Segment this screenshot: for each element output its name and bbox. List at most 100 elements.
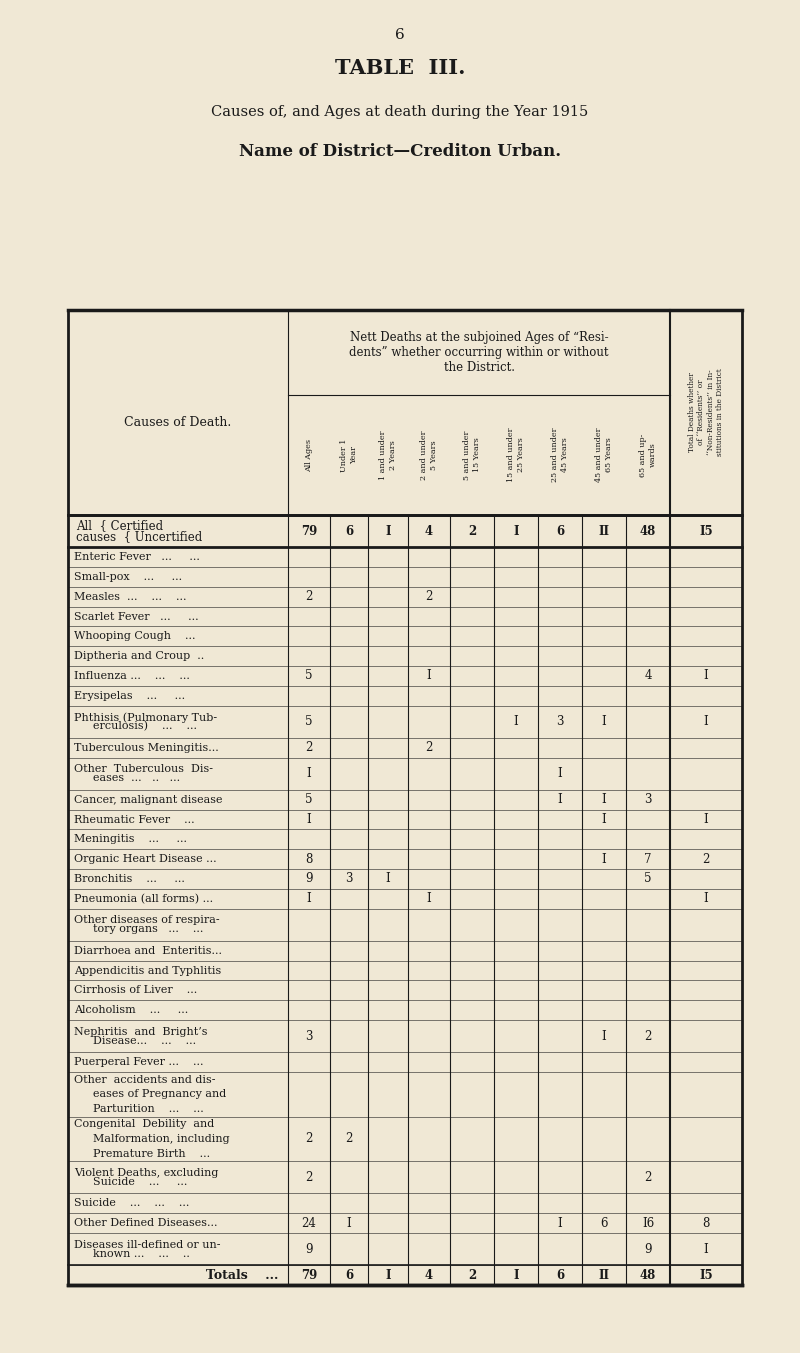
Text: 2: 2 (702, 852, 710, 866)
Text: 3: 3 (346, 873, 353, 885)
Text: tory organs   ...    ...: tory organs ... ... (86, 924, 203, 935)
Text: Total Deaths whether
of ‘‘Residents’’ or
‘‘Non-Residents’’ in In-
stitutions in : Total Deaths whether of ‘‘Residents’’ or… (688, 368, 724, 456)
Text: II: II (598, 525, 610, 537)
Text: I: I (602, 813, 606, 827)
Text: 6: 6 (395, 28, 405, 42)
Text: causes  { Uncertified: causes { Uncertified (76, 530, 202, 544)
Text: known ...    ...    ..: known ... ... .. (86, 1249, 190, 1258)
Text: 2: 2 (644, 1030, 652, 1043)
Text: 2: 2 (426, 741, 433, 754)
Text: Malformation, including: Malformation, including (86, 1134, 230, 1143)
Text: Scarlet Fever   ...     ...: Scarlet Fever ... ... (74, 612, 198, 621)
Text: Diptheria and Croup  ..: Diptheria and Croup .. (74, 651, 204, 662)
Text: I: I (704, 670, 708, 682)
Text: 2: 2 (468, 525, 476, 537)
Text: Suicide    ...    ...    ...: Suicide ... ... ... (74, 1199, 190, 1208)
Text: Premature Birth    ...: Premature Birth ... (86, 1149, 210, 1158)
Text: Pneumonia (all forms) ...: Pneumonia (all forms) ... (74, 893, 213, 904)
Text: Cirrhosis of Liver    ...: Cirrhosis of Liver ... (74, 985, 198, 996)
Text: 2: 2 (426, 590, 433, 603)
Text: I: I (386, 1269, 390, 1281)
Text: I6: I6 (642, 1216, 654, 1230)
Text: Meningitis    ...     ...: Meningitis ... ... (74, 835, 187, 844)
Text: I: I (346, 1216, 351, 1230)
Text: 45 and under
65 Years: 45 and under 65 Years (595, 428, 613, 482)
Text: I: I (426, 670, 431, 682)
Text: Disease...    ...    ...: Disease... ... ... (86, 1035, 196, 1046)
Text: 1 and under
2 Years: 1 and under 2 Years (379, 430, 397, 480)
Text: 2: 2 (346, 1132, 353, 1146)
Text: 2: 2 (468, 1269, 476, 1281)
Text: Puerperal Fever ...    ...: Puerperal Fever ... ... (74, 1057, 203, 1068)
Text: Suicide    ...     ...: Suicide ... ... (86, 1177, 187, 1187)
Text: eases  ...   ..   ...: eases ... .. ... (86, 773, 180, 783)
Text: Alcoholism    ...     ...: Alcoholism ... ... (74, 1005, 188, 1015)
Text: 5: 5 (306, 670, 313, 682)
Text: Nephritis  and  Bright’s: Nephritis and Bright’s (74, 1027, 207, 1036)
Text: I: I (704, 1242, 708, 1256)
Text: Bronchitis    ...     ...: Bronchitis ... ... (74, 874, 185, 884)
Text: I: I (558, 767, 562, 781)
Text: Tuberculous Meningitis...: Tuberculous Meningitis... (74, 743, 218, 752)
Text: Erysipelas    ...     ...: Erysipelas ... ... (74, 691, 185, 701)
Text: 2 and under
5 Years: 2 and under 5 Years (421, 430, 438, 480)
Text: 5 and under
15 Years: 5 and under 15 Years (463, 430, 481, 480)
Text: 4: 4 (425, 525, 433, 537)
Text: Causes of, and Ages at death during the Year 1915: Causes of, and Ages at death during the … (211, 106, 589, 119)
Text: I: I (306, 892, 311, 905)
Text: 4: 4 (644, 670, 652, 682)
Text: All Ages: All Ages (305, 438, 313, 471)
Text: 6: 6 (345, 525, 353, 537)
Text: Other  Tuberculous  Dis-: Other Tuberculous Dis- (74, 764, 213, 774)
Text: erculosis)    ...    ...: erculosis) ... ... (86, 721, 197, 732)
Text: Small-pox    ...     ...: Small-pox ... ... (74, 572, 182, 582)
Text: I: I (602, 716, 606, 728)
Text: I5: I5 (699, 525, 713, 537)
Text: Diseases ill-defined or un-: Diseases ill-defined or un- (74, 1239, 221, 1250)
Text: Measles  ...    ...    ...: Measles ... ... ... (74, 591, 186, 602)
Text: Phthisis (Pulmonary Tub-: Phthisis (Pulmonary Tub- (74, 712, 217, 723)
Text: 6: 6 (600, 1216, 608, 1230)
Text: Nett Deaths at the subjoined Ages of “Resi-
dents” whether occurring within or w: Nett Deaths at the subjoined Ages of “Re… (350, 331, 609, 373)
Text: I: I (386, 873, 390, 885)
Text: 48: 48 (640, 525, 656, 537)
Text: 4: 4 (425, 1269, 433, 1281)
Text: I5: I5 (699, 1269, 713, 1281)
Text: II: II (598, 1269, 610, 1281)
Text: Under 1
Year: Under 1 Year (341, 438, 358, 472)
Text: Violent Deaths, excluding: Violent Deaths, excluding (74, 1168, 218, 1178)
Text: I: I (602, 1030, 606, 1043)
Text: 2: 2 (306, 1132, 313, 1146)
Text: 79: 79 (301, 525, 317, 537)
Text: I: I (306, 813, 311, 827)
Text: 5: 5 (306, 716, 313, 728)
Text: Influenza ...    ...    ...: Influenza ... ... ... (74, 671, 190, 681)
Text: I: I (704, 892, 708, 905)
Text: Organic Heart Disease ...: Organic Heart Disease ... (74, 854, 217, 865)
Text: I: I (558, 1216, 562, 1230)
Text: 3: 3 (644, 793, 652, 806)
Text: Rheumatic Fever    ...: Rheumatic Fever ... (74, 815, 194, 824)
Text: 8: 8 (702, 1216, 710, 1230)
Text: All  { Certified: All { Certified (76, 518, 163, 532)
Text: 7: 7 (644, 852, 652, 866)
Text: 25 and under
45 Years: 25 and under 45 Years (551, 428, 569, 482)
Text: 6: 6 (345, 1269, 353, 1281)
Text: Name of District—Crediton Urban.: Name of District—Crediton Urban. (239, 143, 561, 160)
Text: I: I (602, 793, 606, 806)
Text: I: I (386, 525, 390, 537)
Text: Whooping Cough    ...: Whooping Cough ... (74, 632, 195, 641)
Text: 24: 24 (302, 1216, 317, 1230)
Text: 65 and up-
wards: 65 and up- wards (639, 433, 657, 476)
Text: 48: 48 (640, 1269, 656, 1281)
Text: I: I (514, 716, 518, 728)
Text: Diarrhoea and  Enteritis...: Diarrhoea and Enteritis... (74, 946, 222, 955)
Text: Totals    ...: Totals ... (206, 1269, 278, 1281)
Text: TABLE  III.: TABLE III. (334, 58, 466, 78)
Text: 5: 5 (306, 793, 313, 806)
Text: 3: 3 (306, 1030, 313, 1043)
Text: Other diseases of respira-: Other diseases of respira- (74, 915, 220, 925)
Text: Parturition    ...    ...: Parturition ... ... (86, 1104, 204, 1115)
Text: I: I (558, 793, 562, 806)
Text: 2: 2 (306, 590, 313, 603)
